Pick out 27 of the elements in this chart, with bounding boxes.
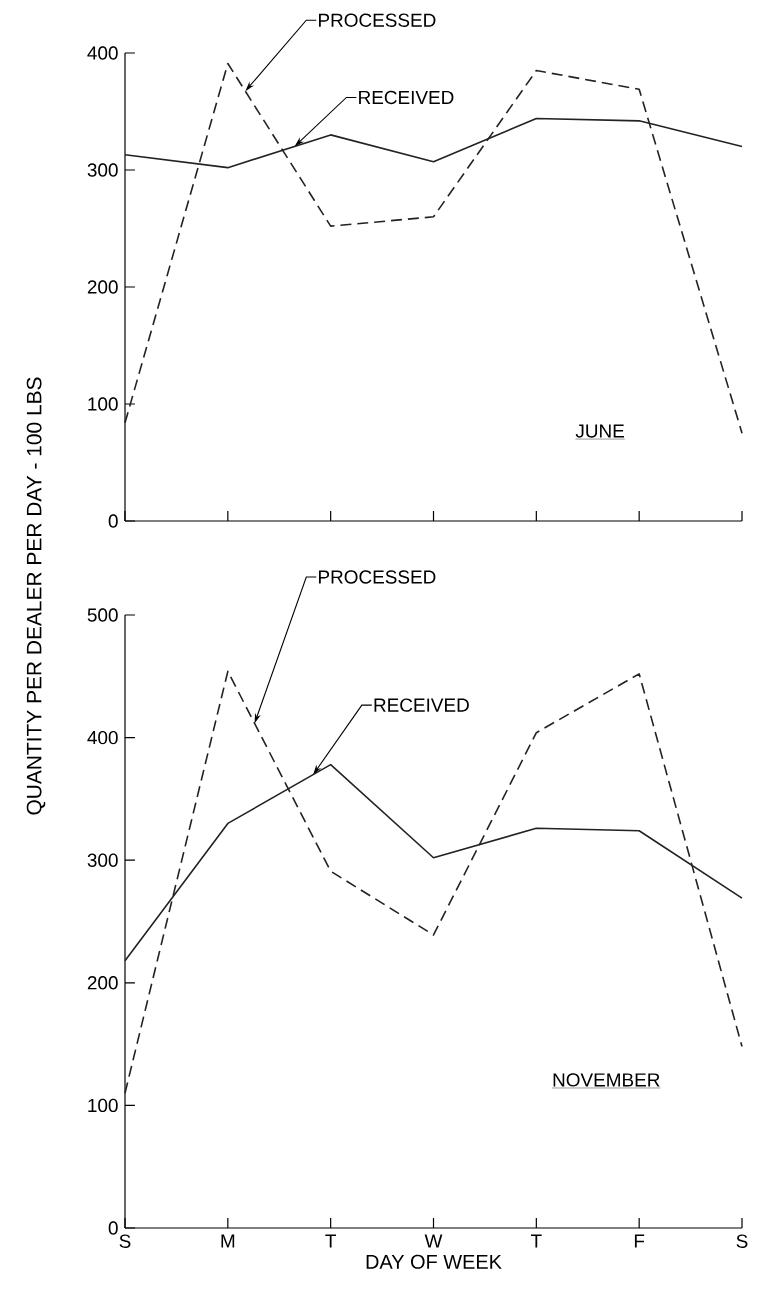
x-axis-title: DAY OF WEEK (366, 1254, 502, 1269)
x-tick-label: F (634, 1234, 645, 1248)
y-tick-label: 100 (88, 1098, 118, 1113)
y-tick-label: 0 (108, 1221, 118, 1235)
y-tick-label: 100 (88, 397, 118, 411)
x-tick-label: M (221, 1234, 235, 1248)
y-tick-label: 400 (87, 46, 118, 60)
text: PROCESSED (319, 570, 436, 584)
x-tick-label: W (424, 1234, 443, 1248)
series-label: RECEIVED (359, 90, 454, 105)
y-tick-label: 500 (87, 608, 118, 622)
x-tick-label: S (119, 1234, 131, 1248)
line-series (124, 670, 743, 1094)
text: PROCESSED (319, 13, 436, 27)
y-tick-label: 0 (108, 514, 118, 528)
y-tick-label: 300 (87, 163, 118, 177)
x-tick-label: T (530, 1234, 542, 1248)
y-tick-label: 300 (87, 853, 118, 867)
text: RECEIVED (374, 698, 469, 712)
y-tick-label: 200 (87, 280, 118, 294)
text: JUNE (575, 424, 624, 438)
y-axis-title: QUANTITY PER DEALER PER DAY - 100 LBS (26, 377, 46, 815)
x-tick-label: T (325, 1234, 337, 1248)
text: NOVEMBER (553, 1073, 660, 1087)
y-tick-label: 200 (87, 976, 118, 990)
x-tick-label: S (736, 1234, 748, 1248)
y-tick-label: 400 (87, 730, 118, 745)
